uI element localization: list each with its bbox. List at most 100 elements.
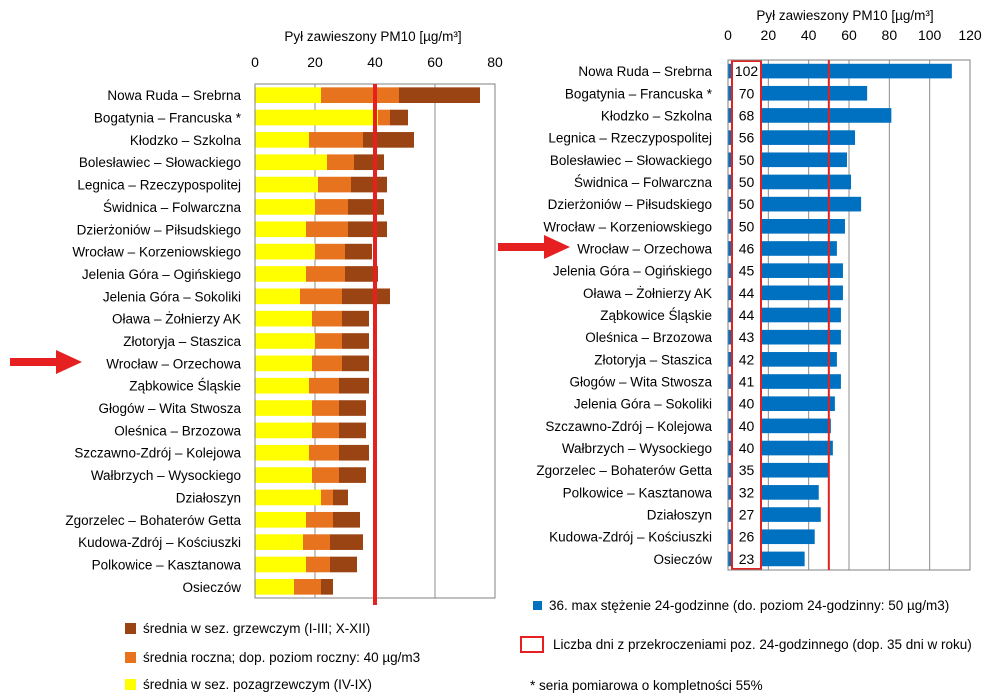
legend-item-exceedance-days: Liczba dni z przekroczeniami poz. 24-god…	[520, 636, 972, 653]
bar-segment	[255, 534, 303, 550]
box-label: 32	[739, 484, 755, 500]
box-label-bg	[732, 504, 761, 525]
category-label: Jelenia Góra – Sokoliki	[574, 397, 712, 412]
bar	[728, 108, 892, 123]
category-label: Oleśnica – Brzozowa	[114, 423, 241, 438]
bar-segment	[348, 221, 387, 238]
bar-segment	[255, 579, 294, 595]
bar-segment	[399, 87, 480, 103]
category-label: Nowa Ruda – Srebrna	[107, 88, 241, 103]
category-label: Szczawno-Zdrój – Kolejowa	[545, 419, 712, 434]
bar-segment	[342, 310, 369, 327]
category-label: Polkowice – Kasztanowa	[92, 557, 242, 572]
category-label: Osieczów	[182, 580, 241, 595]
box-label-bg	[732, 171, 761, 193]
bar-segment	[345, 243, 372, 260]
category-label: Głogów – Wita Stwosza	[569, 375, 712, 390]
legend-item-heating: średnia w sez. grzewczym (I-III; X-XII)	[125, 621, 370, 636]
category-label: Kudowa-Zdrój – Kościuszki	[78, 535, 241, 550]
x-tick-label: 60	[427, 54, 443, 70]
bar-segment	[315, 333, 342, 349]
bar-segment	[339, 400, 366, 416]
bar-segment	[312, 467, 339, 483]
bar-segment	[255, 422, 312, 439]
box-label-bg	[732, 105, 761, 126]
category-label: Dzierżoniów – Piłsudskiego	[548, 197, 712, 212]
bar-segment	[315, 243, 345, 260]
category-label: Kłodzko – Szkolna	[130, 133, 242, 148]
legend-swatch	[520, 636, 544, 653]
box-label-bg	[732, 437, 761, 459]
legend-swatch	[533, 601, 542, 610]
bar-segment	[390, 109, 408, 126]
category-label: Wałbrzych – Wysockiego	[562, 441, 712, 456]
legend-swatch	[125, 623, 136, 634]
bar-segment	[303, 534, 330, 550]
box-label: 70	[739, 85, 755, 101]
x-tick-label: 20	[307, 54, 323, 70]
arrow-icon	[10, 350, 82, 374]
box-label: 50	[739, 152, 755, 168]
category-label: Bogatynia – Francuska *	[94, 111, 242, 126]
bar-segment	[255, 154, 327, 171]
x-tick-label: 60	[841, 27, 857, 43]
bar-segment	[321, 87, 399, 103]
bar-segment	[255, 199, 315, 215]
category-label: Polkowice – Kasztanowa	[563, 485, 713, 500]
box-label: 27	[739, 507, 755, 523]
bar-segment	[333, 511, 360, 528]
bar-segment	[339, 444, 369, 461]
category-label: Wałbrzych – Wysockiego	[91, 468, 241, 483]
category-label: Bolesławiec – Słowackiego	[550, 153, 712, 168]
bar-segment	[255, 400, 312, 416]
box-label: 56	[739, 130, 755, 146]
bar-segment	[255, 176, 318, 193]
chart-24h-max: Pył zawieszony PM10 [µg/m³] 0 20 40 60 80 100 1…	[536, 8, 982, 571]
bar-segment	[351, 176, 387, 193]
bar-segment	[309, 444, 339, 461]
box-label: 102	[735, 63, 759, 79]
category-label: Ząbkowice Śląskie	[129, 379, 241, 394]
box-label: 50	[739, 174, 755, 190]
bar-segment	[255, 355, 312, 372]
bar-segment	[255, 467, 312, 483]
box-label-bg	[732, 371, 761, 392]
bar-segment	[312, 422, 339, 439]
box-label: 46	[739, 240, 755, 256]
bar-segment	[378, 109, 390, 126]
bar-segment	[327, 154, 354, 171]
box-label: 40	[739, 440, 755, 456]
bar-segment	[255, 266, 306, 282]
bar-segment	[312, 355, 342, 372]
bar-segment	[255, 489, 321, 506]
legend-item-24h-max: 36. max stężenie 24-godzinne (do. poziom…	[533, 598, 949, 613]
category-label: Głogów – Wita Stwosza	[98, 401, 241, 416]
bar-segment	[330, 556, 357, 573]
box-label-bg	[732, 304, 761, 326]
category-label: Bogatynia – Francuska *	[565, 86, 713, 101]
bar-segment	[306, 511, 333, 528]
category-label: Świdnica – Folwarczna	[103, 200, 242, 215]
bar-segment	[309, 132, 363, 148]
box-label-bg	[732, 460, 761, 481]
bar-segment	[255, 444, 309, 461]
bar-segment	[255, 556, 306, 573]
box-label: 50	[739, 218, 755, 234]
bar-segment	[321, 579, 333, 595]
x-tick-label: 120	[958, 27, 982, 43]
x-tick-label: 20	[761, 27, 777, 43]
box-label-bg	[732, 61, 761, 82]
box-label: 40	[739, 396, 755, 412]
category-label: Oława – Żołnierzy AK	[112, 312, 241, 327]
category-label: Kudowa-Zdrój – Kościuszki	[549, 530, 712, 545]
category-label: Bolesławiec – Słowackiego	[79, 155, 241, 170]
legend-label: średnia w sez. grzewczym (I-III; X-XII)	[143, 621, 371, 636]
bar-segment	[309, 377, 339, 394]
bar-segment	[342, 355, 369, 372]
box-label: 35	[739, 462, 755, 478]
box-label-bg	[732, 260, 761, 281]
x-tick-label: 40	[801, 27, 817, 43]
category-label: Oława – Żołnierzy AK	[583, 286, 712, 301]
box-label-bg	[732, 327, 761, 348]
